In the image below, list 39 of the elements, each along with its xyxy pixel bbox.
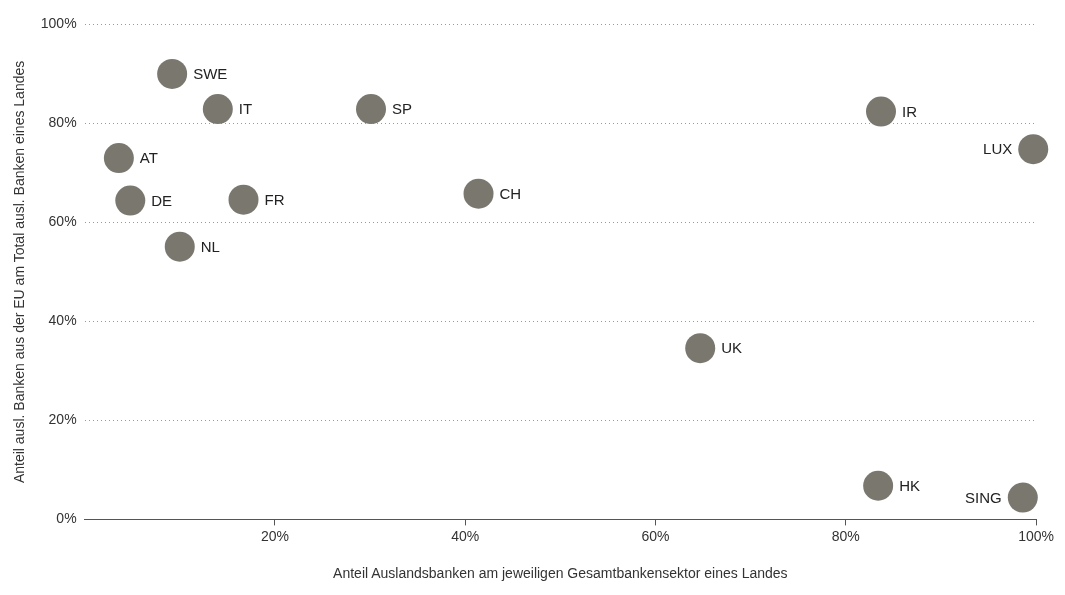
x-tick-label: 20% [260,527,289,544]
y-tick-label: 60% [48,213,77,230]
annotation: AT [139,149,158,167]
point [202,94,233,125]
annotation: SING [965,488,1002,506]
point [1007,482,1038,513]
annotation: HK [899,476,920,494]
annotation: DE [151,191,173,209]
annotation: IT [238,100,253,118]
annotation: UK [721,339,743,357]
annotation: LUX [983,140,1013,158]
point [164,231,195,262]
point [228,184,259,215]
point [1018,134,1049,165]
point [103,143,134,174]
x-tick-label: 60% [641,527,670,544]
y-tick-label: 100% [40,15,77,32]
annotation: FR [264,190,285,208]
y-tick-label: 40% [48,312,77,329]
x-tick-label: 100% [1018,527,1054,544]
x-axis-title: Anteil Auslandsbanken am jeweiligen Gesamtbankensektor eines Landes [333,565,788,582]
annotation: CH [499,184,522,202]
annotation: SWE [193,65,228,83]
point [863,470,894,501]
annotation: SP [392,100,413,118]
point [463,178,494,209]
y-tick-label: 20% [48,411,77,428]
annotation: IR [902,102,918,120]
y-tick-label: 80% [48,114,77,131]
x-tick-label: 40% [451,527,480,544]
y-tick-label: 0% [56,510,77,527]
annotation: NL [200,237,220,255]
x-tick-label: 80% [831,527,860,544]
point [356,94,387,125]
point [866,96,896,127]
point [685,333,716,364]
point [115,185,146,216]
y-axis-title: Anteil ausl. Banken aus der EU am Total ausl. Banken eines Landes [11,60,28,484]
point [157,58,188,89]
